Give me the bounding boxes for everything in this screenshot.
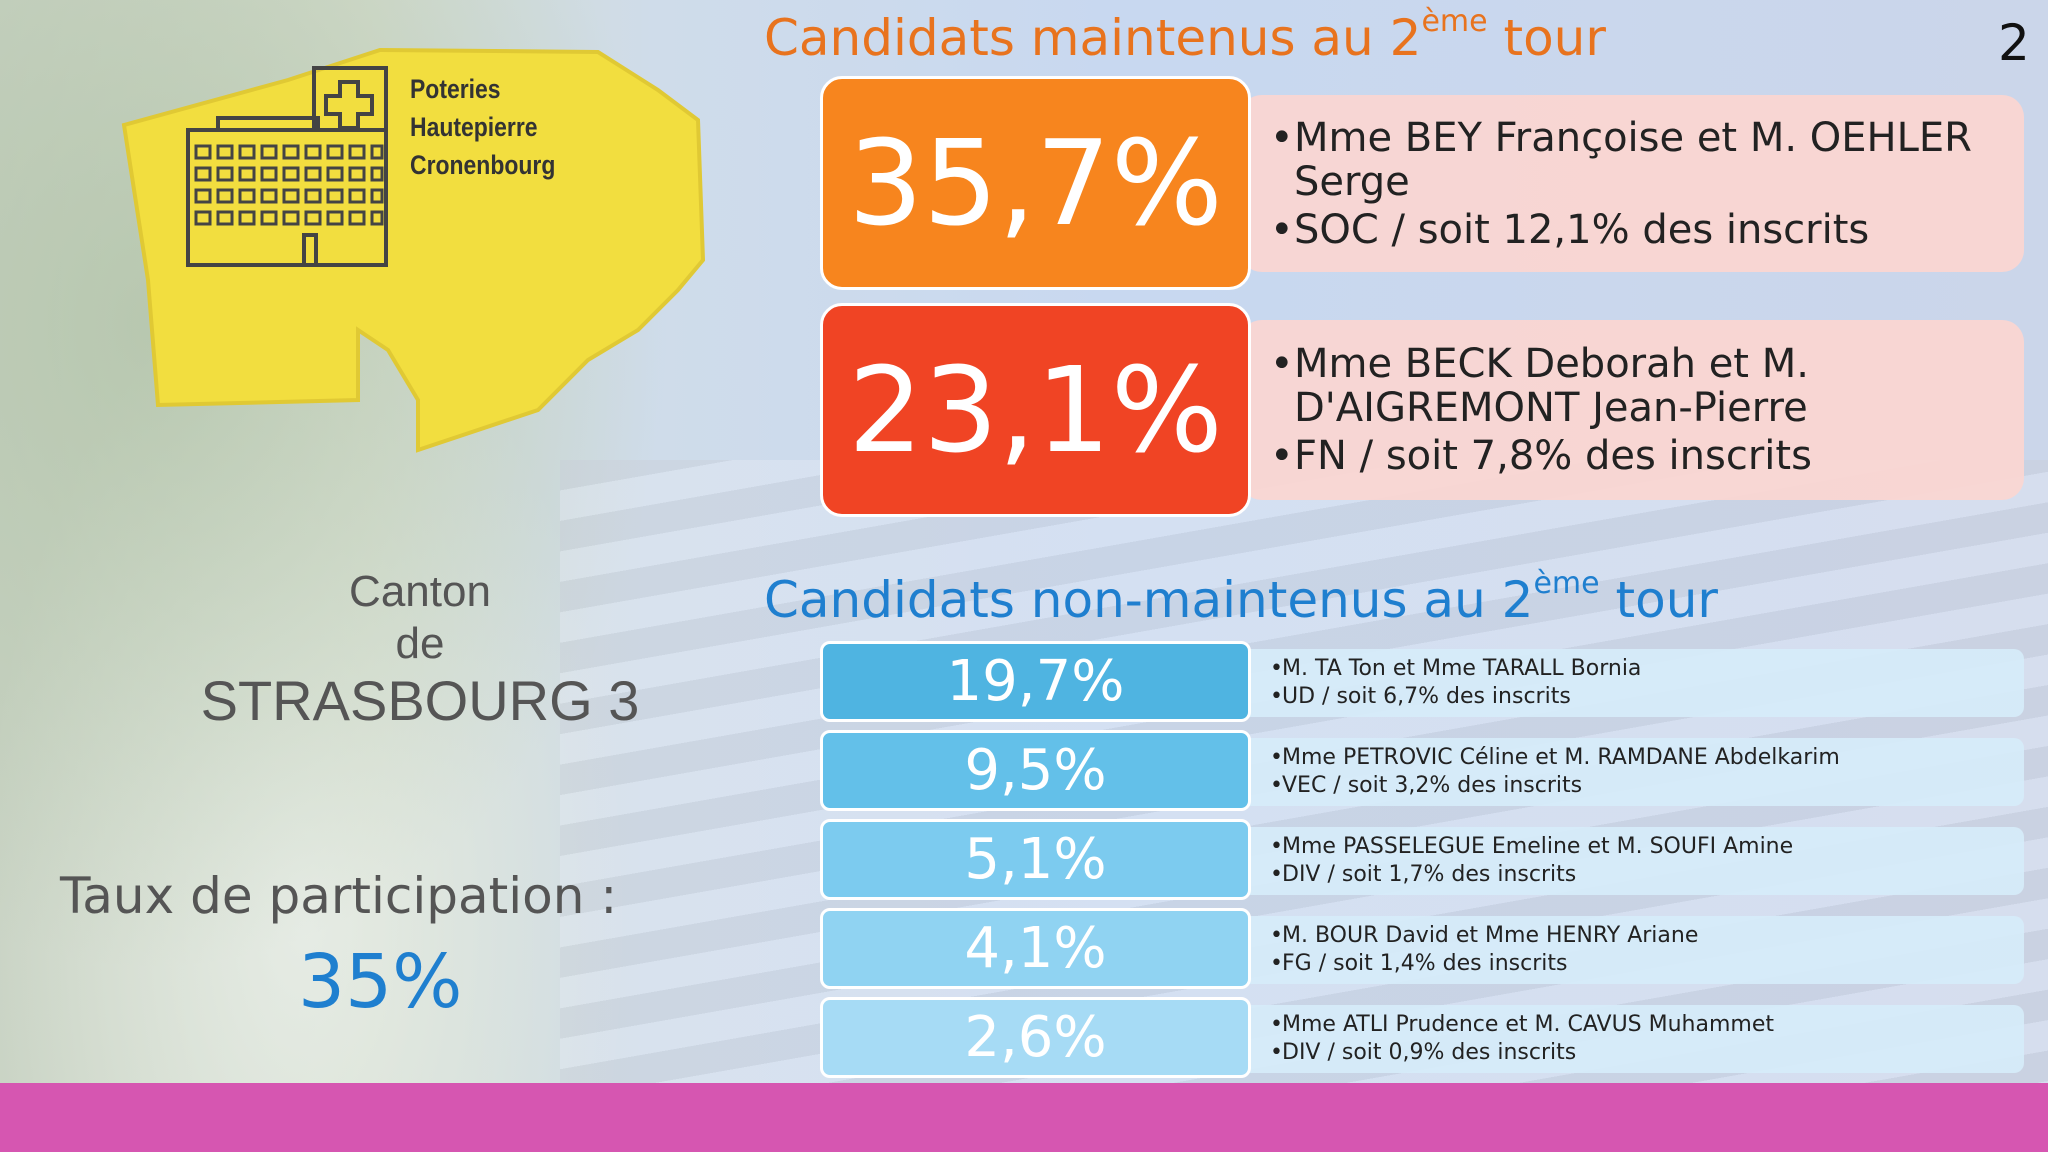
title-text: tour (1599, 571, 1718, 629)
percentage-box: 9,5% (820, 730, 1251, 811)
candidate-names: Mme ATLI Prudence et M. CAVUS Muhammet (1270, 1011, 2004, 1039)
candidate-info: M. BOUR David et Mme HENRY Ariane FG / s… (1240, 916, 2024, 984)
percentage-box: 4,1% (820, 908, 1251, 989)
candidate-party: VEC / soit 3,2% des inscrits (1270, 772, 2004, 800)
candidate-info: Mme PASSELEGUE Emeline et M. SOUFI Amine… (1240, 827, 2024, 895)
title-text: Candidats non-maintenus au 2 (764, 571, 1534, 629)
hospital-building-icon (186, 66, 388, 267)
canton-line2: de (395, 619, 445, 668)
canton-label: Canton de STRASBOURG 3 (160, 566, 680, 732)
candidate-info: M. TA Ton et Mme TARALL Bornia UD / soit… (1240, 649, 2024, 717)
percentage-box: 19,7% (820, 641, 1251, 722)
title-sup: ème (1421, 4, 1488, 39)
candidate-names: M. TA Ton et Mme TARALL Bornia (1270, 655, 2004, 683)
title-text: Candidats maintenus au 2 (764, 9, 1422, 67)
candidate-info: Mme PETROVIC Céline et M. RAMDANE Abdelk… (1240, 738, 2024, 806)
candidate-info: Mme BEY Françoise et M. OEHLER Serge SOC… (1240, 95, 2024, 272)
title-sup: ème (1533, 566, 1600, 601)
candidate-party: UD / soit 6,7% des inscrits (1270, 683, 2004, 711)
candidate-names: Mme PASSELEGUE Emeline et M. SOUFI Amine (1270, 833, 2004, 861)
percentage-box: 5,1% (820, 819, 1251, 900)
map-labels: Poteries Hautepierre Cronenbourg (410, 70, 555, 184)
candidate-names: M. BOUR David et Mme HENRY Ariane (1270, 922, 2004, 950)
maintained-title: Candidats maintenus au 2ème tour (764, 7, 1606, 68)
canton-name: STRASBOURG 3 (200, 669, 640, 732)
candidate-info: Mme ATLI Prudence et M. CAVUS Muhammet D… (1240, 1005, 2024, 1073)
candidate-names: Mme BECK Deborah et M. D'AIGREMONT Jean-… (1270, 342, 2004, 430)
participation-value: 35% (298, 939, 463, 1025)
candidate-info: Mme BECK Deborah et M. D'AIGREMONT Jean-… (1240, 320, 2024, 500)
candidate-party: FG / soit 1,4% des inscrits (1270, 950, 2004, 978)
map-label-cronenbourg: Cronenbourg (410, 150, 556, 180)
non-maintained-title: Candidats non-maintenus au 2ème tour (764, 569, 1718, 630)
canton-map (121, 47, 706, 453)
candidate-party: DIV / soit 1,7% des inscrits (1270, 861, 2004, 889)
title-text: tour (1487, 9, 1606, 67)
footer-bar (0, 1083, 2048, 1152)
map-label-hautepierre: Hautepierre (410, 112, 538, 142)
candidate-party: DIV / soit 0,9% des inscrits (1270, 1039, 2004, 1067)
canton-line1: Canton (349, 567, 491, 616)
candidate-party: FN / soit 7,8% des inscrits (1270, 434, 2004, 478)
participation-label: Taux de participation : (60, 867, 618, 925)
candidate-party: SOC / soit 12,1% des inscrits (1270, 208, 2004, 252)
percentage-box: 23,1% (820, 303, 1251, 517)
map-shape (121, 47, 706, 453)
percentage-box: 2,6% (820, 997, 1251, 1078)
map-label-poteries: Poteries (410, 74, 501, 104)
page-number: 2 (1998, 14, 2030, 72)
candidate-names: Mme BEY Françoise et M. OEHLER Serge (1270, 116, 2004, 204)
candidate-names: Mme PETROVIC Céline et M. RAMDANE Abdelk… (1270, 744, 2004, 772)
percentage-box: 35,7% (820, 76, 1251, 290)
